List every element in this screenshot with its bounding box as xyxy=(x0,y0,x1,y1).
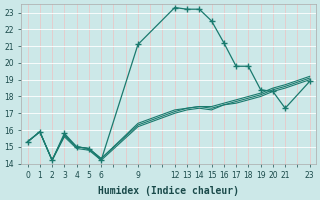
X-axis label: Humidex (Indice chaleur): Humidex (Indice chaleur) xyxy=(98,186,239,196)
